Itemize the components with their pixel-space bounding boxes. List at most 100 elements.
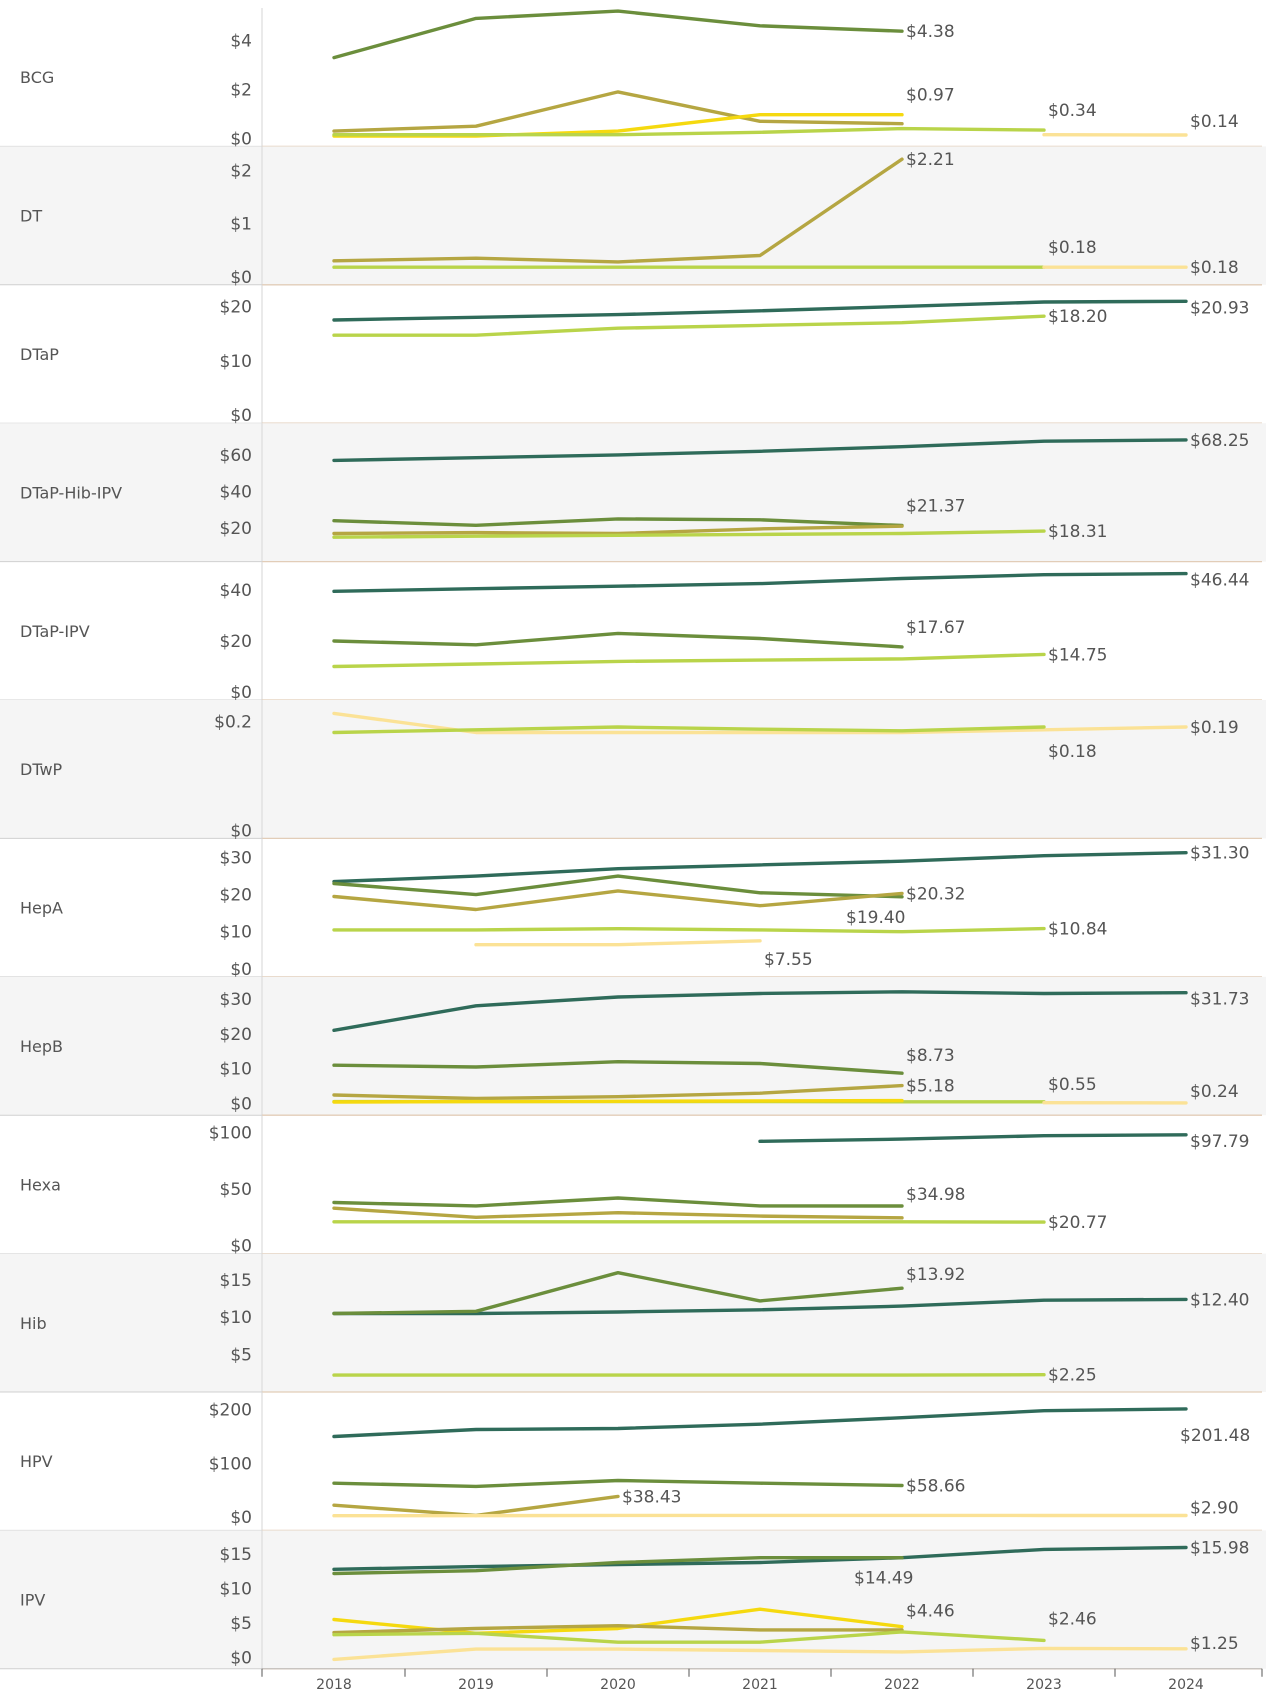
end-value-label: $10.84 [1048, 920, 1107, 940]
y-tick-label: $5 [230, 1345, 252, 1365]
y-tick-label: $20 [220, 1025, 252, 1045]
panel-label-hexa: Hexa [20, 1175, 61, 1194]
end-value-label: $4.46 [906, 1602, 955, 1622]
panel-label-dtap: DTaP [20, 345, 59, 364]
end-value-label: $12.40 [1190, 1290, 1249, 1310]
y-tick-label: $0 [230, 821, 252, 841]
panel-label-dtap-ipv: DTaP-IPV [20, 622, 90, 641]
y-tick-label: $10 [220, 1308, 252, 1328]
panel-dtap-hib-ipv: DTaP-Hib-IPV $20 $40 $60 $68.25 $21.37 $18.31 [0, 423, 1266, 563]
series-line-pale_yellow [332, 711, 1188, 735]
end-value-label: $15.98 [1190, 1538, 1249, 1558]
end-value-label: $20.32 [906, 884, 965, 904]
y-tick-label: $0 [230, 406, 252, 426]
y-tick-label: $15 [220, 1545, 252, 1565]
panel-dtwp: DTwP $0 $0.2 $0.19 $0.18 [0, 700, 1266, 841]
panel-hib: Hib $5 $10 $15 $12.40 $13.92 $2.25 [0, 1253, 1266, 1393]
chart-panels: BCG $0 $2 $4 $4.38 $0.97 $0.34 $0.14 DT $0 $1 $2 $2.… [0, 8, 1266, 1670]
series-line-pale_yellow [332, 1646, 1188, 1662]
panel-hepa: HepA $0 $10 $20 $30 $31.30 $19.40$20.32 $10.84 $… [0, 838, 1262, 980]
panel-label-dtwp: DTwP [20, 760, 63, 779]
end-value-label: $201.48 [1180, 1426, 1250, 1446]
x-axis: 2018 2019 2020 2021 2022 2023 2024 [261, 1668, 1263, 1693]
y-tick-label: $20 [220, 632, 252, 652]
y-tick-label: $0 [230, 1508, 252, 1528]
panel-background [0, 146, 1266, 285]
end-value-label: $34.98 [906, 1185, 965, 1205]
y-tick-label: $100 [209, 1123, 252, 1143]
y-tick-label: $0 [230, 129, 252, 149]
y-tick-label: $10 [220, 1580, 252, 1600]
x-tick-label: 2018 [316, 1677, 352, 1693]
panel-label-dtap-hib-ipv: DTaP-Hib-IPV [20, 483, 122, 502]
end-value-label: $0.97 [906, 86, 955, 106]
y-tick-label: $4 [230, 31, 252, 51]
y-tick-label: $10 [220, 1060, 252, 1080]
series-line-dark_teal [332, 1545, 1188, 1572]
x-tick-label: 2021 [742, 1677, 778, 1693]
end-value-label: $0.34 [1048, 101, 1097, 121]
y-tick-label: $5 [230, 1614, 252, 1634]
end-value-label: $58.66 [906, 1477, 965, 1497]
panel-label-hepb: HepB [20, 1037, 63, 1056]
end-value-label: $0.18 [1048, 742, 1097, 762]
end-value-label: $0.18 [1190, 258, 1239, 278]
y-tick-label: $1 [230, 215, 252, 235]
y-tick-label: $0 [230, 1648, 252, 1668]
series-line-pale_yellow [474, 939, 762, 947]
end-value-label: $0.18 [1048, 238, 1097, 258]
y-tick-label: $0 [230, 1237, 252, 1257]
end-value-label: $0.14 [1190, 112, 1239, 132]
y-tick-label: $60 [220, 446, 252, 466]
series-line-gold [332, 524, 904, 536]
y-tick-label: $2 [230, 80, 252, 100]
end-value-label: $2.90 [1190, 1498, 1239, 1518]
panel-background [0, 423, 1266, 562]
series-line-yellow [332, 1098, 904, 1104]
end-value-label: $31.30 [1190, 844, 1249, 864]
end-value-label: $20.93 [1190, 298, 1249, 318]
series-line-olive_green [332, 9, 904, 60]
end-value-label: $0.55 [1048, 1075, 1097, 1095]
end-value-label: $8.73 [906, 1046, 955, 1066]
panel-ipv: IPV $0 $5 $10 $15 $15.98 $14.49 $4.46 $2.46 $1.25 [0, 1530, 1266, 1670]
series-line-lime [332, 529, 1046, 539]
series-line-olive_green [332, 1478, 904, 1489]
end-value-label: $2.25 [1048, 1366, 1097, 1386]
series-line-lime [332, 725, 1046, 735]
y-tick-label: $40 [220, 482, 252, 502]
x-tick-label: 2019 [458, 1677, 494, 1693]
series-line-dark_teal [332, 990, 1188, 1033]
panel-hexa: Hexa $0 $50 $100 $97.79 $34.98 $20.77 [0, 1115, 1262, 1257]
end-value-label: $31.73 [1190, 990, 1249, 1010]
series-line-lime [332, 926, 1046, 934]
end-value-label: $21.37 [906, 497, 965, 517]
end-value-label: $2.21 [906, 150, 955, 170]
y-tick-label: $40 [220, 581, 252, 601]
end-value-label: $20.77 [1048, 1213, 1107, 1233]
end-value-label: $18.20 [1048, 307, 1107, 327]
series-line-lime [332, 314, 1046, 337]
y-tick-label: $30 [220, 990, 252, 1010]
series-line-gold [332, 1083, 904, 1101]
series-line-dark_teal [332, 1297, 1188, 1316]
panel-label-hpv: HPV [20, 1452, 53, 1471]
end-value-label: $14.75 [1048, 645, 1107, 665]
series-line-olive_green [332, 1555, 904, 1576]
series-line-olive_green [332, 1270, 904, 1316]
panel-background [0, 1530, 1266, 1669]
panel-label-hepa: HepA [20, 899, 63, 918]
end-value-label: $18.31 [1048, 522, 1107, 542]
end-value-label: $1.25 [1190, 1634, 1239, 1654]
y-tick-label: $20 [220, 519, 252, 539]
series-line-gold [332, 1623, 904, 1635]
panel-label-hib: Hib [20, 1314, 47, 1333]
end-value-label: $0.24 [1190, 1082, 1239, 1102]
series-line-gold [332, 90, 904, 133]
y-tick-label: $10 [220, 352, 252, 372]
series-line-olive_green [332, 1196, 904, 1208]
end-value-label: $19.40 [846, 908, 905, 928]
series-line-dark_teal [332, 299, 1188, 322]
end-value-label: $46.44 [1190, 571, 1249, 591]
